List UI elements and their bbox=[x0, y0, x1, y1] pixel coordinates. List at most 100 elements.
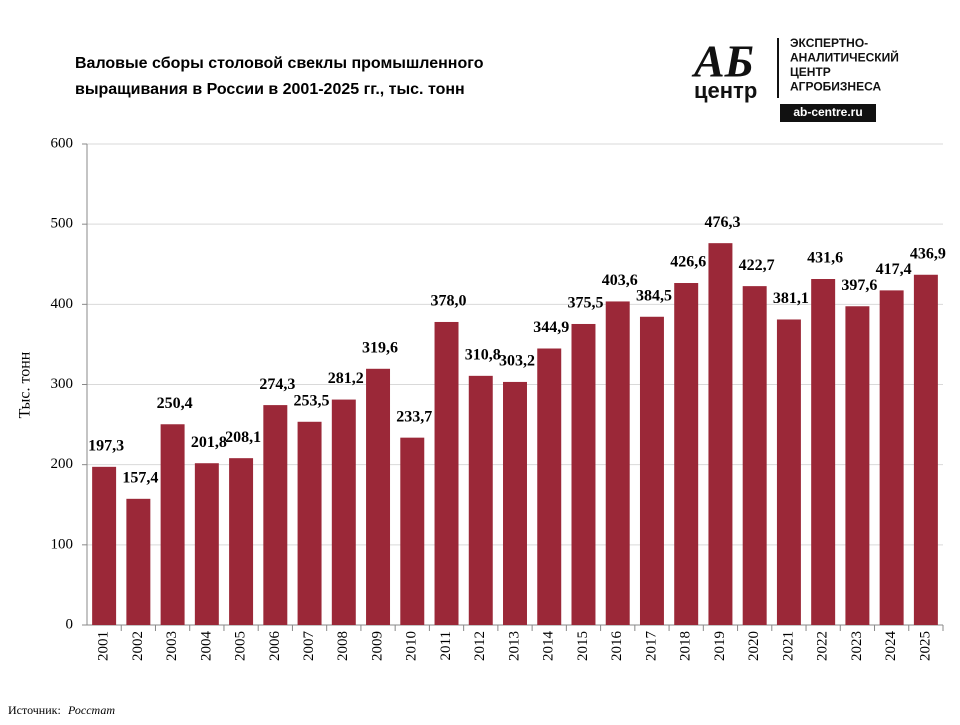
x-tick-label: 2019 bbox=[712, 631, 728, 661]
value-label: 281,2 bbox=[328, 370, 364, 387]
y-tick-label: 200 bbox=[51, 456, 74, 472]
x-tick-label: 2005 bbox=[233, 631, 249, 661]
bar bbox=[742, 286, 767, 625]
chart-title: Валовые сборы столовой свеклы промышленн… bbox=[75, 55, 484, 98]
bar bbox=[639, 316, 664, 625]
plot-area: 0 100 200 300 400 500 600 2001 197,3 2002 157,4 200… bbox=[51, 135, 946, 661]
value-label: 417,4 bbox=[876, 261, 912, 278]
y-tick-label: 100 bbox=[51, 536, 74, 552]
y-axis-label: Тыс. тонн bbox=[17, 351, 34, 418]
logo-line: ЦЕНТР bbox=[790, 65, 831, 79]
value-label: 384,5 bbox=[636, 287, 672, 304]
value-label: 319,6 bbox=[362, 339, 398, 356]
value-label: 436,9 bbox=[910, 245, 946, 262]
logo-mark: АБ bbox=[691, 36, 754, 87]
chart-title-line: выращивания в России в 2001-2025 гг., ты… bbox=[75, 81, 465, 98]
source-name: Росстат bbox=[67, 703, 115, 717]
y-tick-label: 500 bbox=[51, 216, 74, 232]
bar bbox=[331, 399, 356, 625]
logo-sub: центр bbox=[694, 78, 757, 103]
x-tick-label: 2021 bbox=[780, 631, 796, 661]
value-label: 431,6 bbox=[807, 250, 843, 267]
value-label: 250,4 bbox=[157, 395, 193, 412]
value-label: 253,5 bbox=[294, 392, 330, 409]
logo-line: АНАЛИТИЧЕСКИЙ bbox=[790, 50, 899, 65]
value-label: 201,8 bbox=[191, 434, 227, 451]
bar bbox=[229, 458, 254, 625]
value-label: 375,5 bbox=[567, 295, 603, 312]
logo: АБ центр ЭКСПЕРТНО-АНАЛИТИЧЕСКИЙЦЕНТРАГР… bbox=[691, 36, 899, 122]
x-tick-label: 2020 bbox=[746, 631, 762, 661]
bar bbox=[708, 243, 733, 625]
value-label: 197,3 bbox=[88, 438, 124, 455]
bar bbox=[434, 321, 459, 625]
x-tick-label: 2024 bbox=[883, 631, 899, 662]
x-tick-label: 2011 bbox=[438, 631, 454, 660]
x-tick-label: 2006 bbox=[267, 631, 283, 662]
x-tick-label: 2022 bbox=[815, 631, 831, 661]
bar bbox=[160, 424, 185, 625]
bar bbox=[263, 405, 288, 625]
x-tick-label: 2016 bbox=[609, 631, 625, 662]
bar bbox=[776, 319, 801, 625]
bar bbox=[194, 463, 219, 625]
value-label: 303,2 bbox=[499, 353, 535, 370]
x-tick-label: 2023 bbox=[849, 631, 865, 661]
value-label: 381,1 bbox=[773, 290, 809, 307]
bar bbox=[92, 466, 117, 625]
x-tick-label: 2010 bbox=[404, 631, 420, 661]
value-label: 403,6 bbox=[602, 272, 638, 289]
y-tick-label: 300 bbox=[51, 376, 74, 392]
x-tick-label: 2009 bbox=[369, 631, 385, 661]
x-tick-label: 2017 bbox=[643, 631, 659, 662]
x-tick-label: 2012 bbox=[472, 631, 488, 661]
bar bbox=[400, 437, 425, 625]
x-tick-label: 2007 bbox=[301, 631, 317, 662]
source-label: Источник: bbox=[8, 703, 61, 717]
logo-line: ЭКСПЕРТНО- bbox=[790, 36, 868, 50]
bar bbox=[126, 498, 151, 625]
x-tick-label: 2025 bbox=[917, 631, 933, 661]
bar bbox=[913, 274, 938, 625]
value-label: 378,0 bbox=[431, 293, 467, 310]
bar bbox=[503, 381, 527, 625]
x-tick-label: 2003 bbox=[164, 631, 180, 661]
value-label: 274,3 bbox=[259, 376, 295, 393]
x-tick-label: 2015 bbox=[575, 631, 591, 661]
logo-url: ab-centre.ru bbox=[793, 105, 862, 119]
value-label: 476,3 bbox=[704, 214, 740, 231]
value-label: 157,4 bbox=[122, 469, 158, 486]
bar bbox=[605, 301, 630, 625]
bar bbox=[811, 279, 836, 625]
bar bbox=[845, 306, 870, 625]
value-label: 233,7 bbox=[396, 408, 432, 425]
bar bbox=[468, 375, 493, 625]
x-tick-label: 2001 bbox=[96, 631, 112, 661]
y-tick-label: 600 bbox=[51, 135, 74, 151]
value-label: 208,1 bbox=[225, 429, 261, 446]
x-tick-label: 2018 bbox=[678, 631, 694, 661]
x-tick-label: 2013 bbox=[506, 631, 522, 661]
logo-url-box bbox=[780, 104, 876, 122]
x-tick-label: 2002 bbox=[130, 631, 146, 661]
x-tick-label: 2004 bbox=[198, 631, 214, 662]
value-label: 310,8 bbox=[465, 347, 501, 364]
value-label: 397,6 bbox=[841, 277, 877, 294]
bar bbox=[571, 323, 596, 625]
bar bbox=[366, 368, 391, 625]
bar bbox=[879, 290, 904, 625]
x-tick-label: 2008 bbox=[335, 631, 351, 661]
x-tick-label: 2014 bbox=[541, 631, 557, 662]
value-label: 344,9 bbox=[533, 319, 569, 336]
logo-line: АГРОБИЗНЕСА bbox=[790, 80, 881, 94]
y-tick-label: 400 bbox=[51, 296, 74, 312]
value-label: 426,6 bbox=[670, 254, 706, 271]
bar bbox=[674, 283, 699, 625]
bar bbox=[537, 348, 562, 625]
bar bbox=[297, 421, 322, 625]
value-label: 422,7 bbox=[739, 257, 775, 274]
chart-title-line: Валовые сборы столовой свеклы промышленн… bbox=[75, 55, 484, 72]
y-tick-label: 0 bbox=[66, 616, 74, 632]
